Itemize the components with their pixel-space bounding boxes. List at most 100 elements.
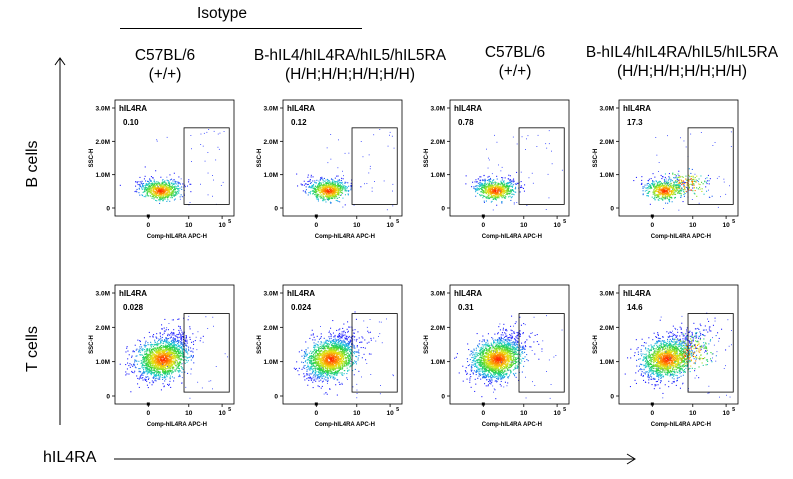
event-dot <box>144 378 146 380</box>
event-dot <box>154 365 156 367</box>
event-dot <box>350 184 352 186</box>
event-dot <box>664 184 666 186</box>
event-dot <box>692 187 694 189</box>
event-dot <box>307 174 309 176</box>
event-dot <box>132 365 134 367</box>
event-dot <box>665 194 667 196</box>
event-dot <box>315 189 317 191</box>
event-dot <box>506 183 508 185</box>
gate-rectangle <box>351 127 398 205</box>
event-dot <box>167 354 169 356</box>
event-dot <box>499 187 501 189</box>
event-dot <box>165 365 167 367</box>
event-dot <box>317 193 319 195</box>
event-dot <box>671 187 673 189</box>
event-dot <box>151 344 153 346</box>
event-dot <box>336 175 338 177</box>
event-dot <box>317 190 319 192</box>
event-dot <box>551 163 553 165</box>
event-dot <box>681 176 683 178</box>
event-dot <box>151 384 153 386</box>
event-dot <box>696 195 698 197</box>
event-dot <box>155 362 157 364</box>
event-dot <box>162 182 164 184</box>
event-dot <box>494 187 496 189</box>
event-dot <box>153 367 155 369</box>
event-dot <box>369 165 371 167</box>
event-dot <box>350 182 352 184</box>
event-dot <box>669 201 671 203</box>
event-dot <box>144 190 146 192</box>
event-dot <box>674 174 676 176</box>
event-dot <box>154 368 156 370</box>
event-dot <box>156 140 158 142</box>
event-dot <box>173 343 175 345</box>
event-dot <box>667 194 669 196</box>
event-dot <box>146 356 148 358</box>
event-dot <box>153 364 155 366</box>
event-dot <box>326 188 328 190</box>
event-dot <box>146 189 148 191</box>
event-dot <box>697 188 699 190</box>
event-dot <box>161 366 163 368</box>
event-dot <box>164 361 166 363</box>
event-dot <box>322 179 324 181</box>
event-dot <box>494 190 496 192</box>
event-dot <box>334 186 336 188</box>
event-dot <box>130 391 132 393</box>
event-dot <box>668 178 670 180</box>
event-dot <box>138 371 140 373</box>
event-dot <box>659 186 661 188</box>
event-dot <box>156 182 158 184</box>
event-dot <box>503 184 505 186</box>
event-dot <box>135 185 137 187</box>
event-dot <box>227 356 228 358</box>
event-dot <box>154 192 156 194</box>
event-dot <box>142 191 144 193</box>
event-dot <box>331 178 333 180</box>
event-dot <box>500 181 502 183</box>
event-dot <box>321 194 323 196</box>
event-dot <box>493 191 495 193</box>
event-dot <box>164 197 166 199</box>
event-dot <box>694 173 696 175</box>
event-dot <box>328 195 330 197</box>
event-dot <box>167 199 169 201</box>
event-dot <box>161 187 163 189</box>
event-dot <box>187 360 189 362</box>
event-dot <box>658 192 660 194</box>
event-dot <box>322 186 324 188</box>
event-dot <box>671 180 673 182</box>
event-dot <box>326 186 328 188</box>
event-dot <box>503 188 505 190</box>
event-dot <box>489 179 491 181</box>
event-dot <box>677 185 679 187</box>
event-dot <box>326 189 328 191</box>
event-dot <box>657 194 659 196</box>
event-dot <box>150 366 152 368</box>
event-dot <box>318 196 320 198</box>
event-dot <box>505 190 507 192</box>
event-dot <box>475 185 477 187</box>
event-dot <box>172 346 174 348</box>
event-dot <box>503 192 505 194</box>
event-dot <box>178 358 180 360</box>
event-dot <box>164 193 166 195</box>
event-dot <box>176 363 178 365</box>
event-dot <box>336 182 338 184</box>
event-dot <box>161 374 163 376</box>
event-dot <box>191 161 192 162</box>
event-dot <box>159 376 161 378</box>
event-dot <box>170 359 172 361</box>
event-dot <box>159 188 161 190</box>
event-dot <box>325 194 327 196</box>
event-dot <box>506 193 508 195</box>
event-dot <box>336 187 338 189</box>
event-dot <box>152 177 154 179</box>
event-dot <box>177 365 179 367</box>
event-dot <box>182 335 184 337</box>
event-dot <box>224 353 226 355</box>
event-dot <box>330 158 332 160</box>
event-dot <box>156 337 158 339</box>
